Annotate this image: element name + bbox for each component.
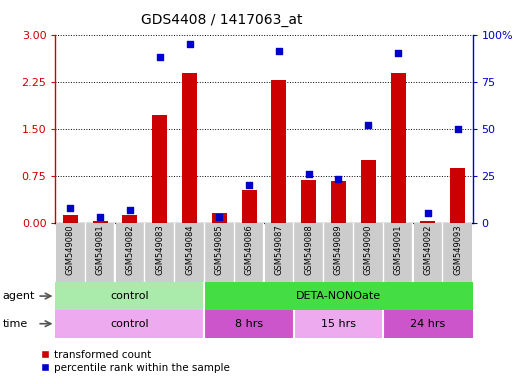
Text: GSM549081: GSM549081: [96, 225, 105, 275]
Bar: [265, 223, 293, 282]
Text: GSM549087: GSM549087: [275, 225, 284, 275]
Point: [394, 50, 402, 56]
Point: [66, 205, 74, 211]
Bar: [391, 73, 406, 223]
Text: agent: agent: [3, 291, 35, 301]
Text: GSM549088: GSM549088: [304, 225, 313, 275]
Bar: [122, 215, 137, 223]
Point: [215, 214, 223, 220]
Point: [364, 122, 373, 128]
Bar: [212, 214, 227, 223]
Text: GSM549082: GSM549082: [126, 225, 135, 275]
Bar: [294, 310, 383, 338]
Bar: [56, 223, 84, 282]
Text: control: control: [110, 291, 149, 301]
Bar: [86, 223, 115, 282]
Point: [305, 171, 313, 177]
Text: GSM549093: GSM549093: [453, 225, 462, 275]
Bar: [413, 223, 442, 282]
Point: [126, 207, 134, 213]
Point: [423, 210, 432, 217]
Bar: [55, 310, 204, 338]
Text: 24 hrs: 24 hrs: [410, 319, 446, 329]
Text: GSM549080: GSM549080: [66, 225, 75, 275]
Bar: [354, 223, 383, 282]
Point: [245, 182, 253, 188]
Point: [334, 176, 343, 182]
Text: GSM549089: GSM549089: [334, 225, 343, 275]
Text: control: control: [110, 319, 149, 329]
Bar: [175, 223, 204, 282]
Bar: [331, 181, 346, 223]
Bar: [235, 223, 263, 282]
Text: GSM549086: GSM549086: [244, 225, 253, 275]
Text: GSM549090: GSM549090: [364, 225, 373, 275]
Bar: [242, 190, 257, 223]
Bar: [145, 223, 174, 282]
Bar: [63, 215, 78, 223]
Text: 8 hrs: 8 hrs: [235, 319, 263, 329]
Text: GSM549083: GSM549083: [155, 225, 164, 275]
Bar: [444, 223, 472, 282]
Point: [454, 126, 462, 132]
Point: [96, 214, 105, 220]
Bar: [204, 310, 294, 338]
Bar: [116, 223, 144, 282]
Bar: [152, 115, 167, 223]
Bar: [271, 80, 286, 223]
Bar: [205, 223, 233, 282]
Point: [185, 41, 194, 47]
Text: GSM549092: GSM549092: [423, 225, 432, 275]
Bar: [301, 180, 316, 223]
Point: [155, 54, 164, 60]
Text: GSM549091: GSM549091: [393, 225, 402, 275]
Text: GSM549084: GSM549084: [185, 225, 194, 275]
Bar: [450, 167, 465, 223]
Bar: [384, 223, 412, 282]
Bar: [204, 282, 473, 310]
Bar: [295, 223, 323, 282]
Bar: [420, 222, 435, 223]
Text: GSM549085: GSM549085: [215, 225, 224, 275]
Text: DETA-NONOate: DETA-NONOate: [296, 291, 381, 301]
Text: 15 hrs: 15 hrs: [321, 319, 356, 329]
Text: GDS4408 / 1417063_at: GDS4408 / 1417063_at: [141, 13, 303, 27]
Bar: [182, 73, 197, 223]
Bar: [383, 310, 473, 338]
Bar: [93, 222, 108, 223]
Text: time: time: [3, 319, 28, 329]
Bar: [55, 282, 204, 310]
Point: [275, 48, 283, 55]
Bar: [324, 223, 353, 282]
Legend: transformed count, percentile rank within the sample: transformed count, percentile rank withi…: [37, 346, 233, 377]
Bar: [361, 160, 376, 223]
